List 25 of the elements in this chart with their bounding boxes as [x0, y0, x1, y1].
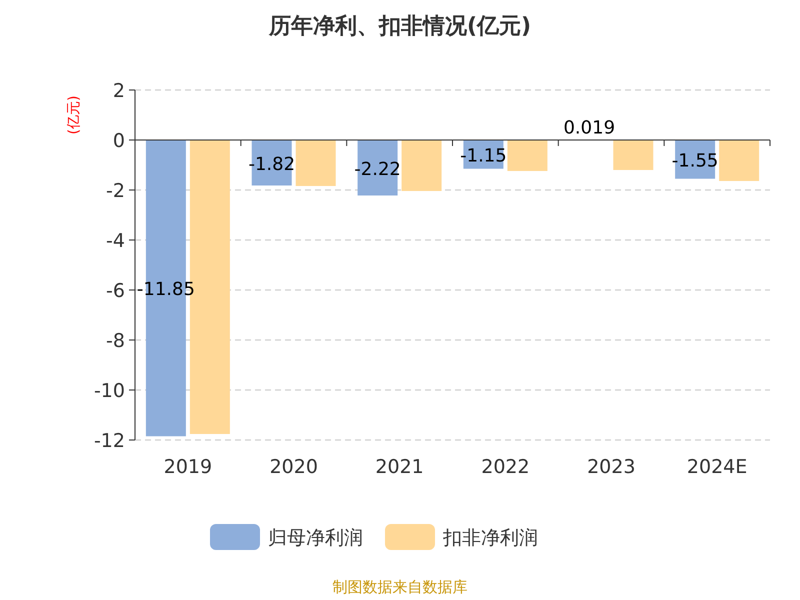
data-label: -1.82	[248, 154, 296, 175]
y-tick-label: -2	[106, 180, 125, 202]
data-label: -1.15	[460, 145, 507, 166]
text: 制图数据来自数据库	[332, 578, 468, 596]
y-tick-label: -12	[94, 430, 125, 452]
chart-title: 历年净利、扣非情况(亿元)	[268, 14, 532, 39]
data-label: -1.55	[672, 150, 718, 172]
data-label: -11.85	[136, 279, 195, 300]
legend-label: 扣非净利润	[442, 527, 538, 549]
y-tick-label: 0	[112, 130, 125, 152]
y-tick-label: -4	[106, 230, 125, 252]
x-tick-label: 2023	[587, 456, 636, 478]
legend-label: 归母净利润	[268, 527, 363, 549]
y-tick-label: -10	[94, 380, 125, 402]
data-label: -2.22	[354, 158, 401, 180]
x-tick-label: 2019	[164, 456, 212, 478]
y-tick-label: 2	[112, 80, 125, 102]
x-tick-label: 2024E	[686, 456, 748, 478]
y-tick-label: -6	[106, 280, 125, 302]
y-tick-label: -8	[106, 330, 125, 352]
y-axis-title: (亿元)	[66, 96, 82, 134]
data-label: 0.019	[563, 118, 616, 139]
x-tick-label: 2022	[481, 456, 530, 478]
x-tick-label: 2020	[270, 456, 318, 478]
x-tick-label: 2021	[375, 456, 424, 478]
